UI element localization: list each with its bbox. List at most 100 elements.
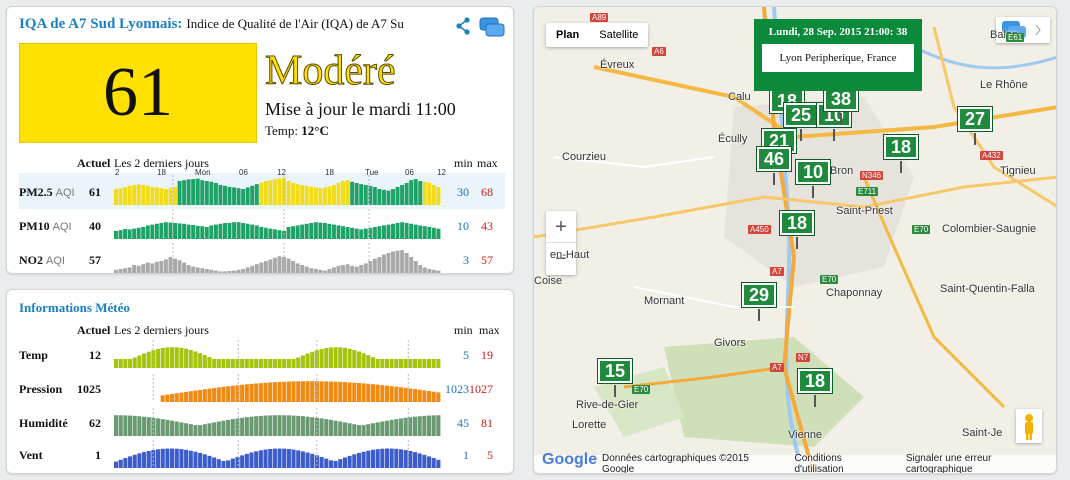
road-shield: N7	[796, 353, 811, 362]
chart-bar	[342, 422, 347, 436]
station-marker[interactable]: 25	[783, 102, 819, 141]
chart-bar	[431, 458, 436, 468]
pollutant-name[interactable]: PM2.5 AQI	[19, 185, 75, 200]
chart-bar	[422, 454, 427, 468]
chart-bar	[179, 422, 184, 436]
station-marker[interactable]: 18	[797, 368, 833, 407]
share-icon[interactable]	[455, 17, 471, 35]
pollutant-history-chart[interactable]	[114, 243, 441, 273]
chart-bar	[403, 358, 408, 368]
chart-bar	[118, 459, 123, 468]
station-marker[interactable]: 29	[741, 282, 777, 321]
chart-bar	[305, 416, 310, 436]
chart-bar	[263, 181, 268, 205]
chart-bar	[226, 460, 231, 468]
chart-bar	[218, 185, 223, 205]
meteo-label: Temp	[19, 348, 48, 362]
meteo-history-chart[interactable]	[114, 440, 441, 468]
chart-bar	[282, 381, 287, 402]
chart-bar	[114, 269, 118, 273]
station-marker[interactable]: 18	[883, 134, 919, 173]
pollutant-history-chart[interactable]	[114, 209, 441, 239]
chart-bar	[381, 225, 386, 239]
chart-bar	[268, 448, 273, 468]
map-panel[interactable]: Plan Satellite + − Évreux Calu Écully Courz…	[533, 6, 1057, 474]
pollutant-min: 3	[463, 253, 469, 267]
chart-bar	[333, 420, 338, 436]
col-max: max	[479, 323, 500, 337]
tab-satellite[interactable]: Satellite	[599, 29, 639, 41]
chart-bar	[193, 425, 198, 436]
chart-bar	[314, 417, 319, 436]
station-marker[interactable]: 27	[957, 106, 993, 145]
chart-bar	[168, 188, 173, 205]
chart-bar	[254, 451, 259, 468]
chart-bar	[300, 355, 305, 368]
layers-icon[interactable]	[479, 17, 505, 37]
zoom-out-button[interactable]: −	[555, 248, 567, 270]
chart-bar	[347, 455, 352, 468]
station-marker[interactable]: 18	[779, 210, 815, 249]
pollutant-max: 68	[481, 185, 493, 199]
chart-bar	[254, 184, 259, 205]
chart-bar	[240, 455, 245, 468]
chart-bar	[277, 448, 282, 468]
col-max: max	[477, 156, 498, 170]
chart-bar	[174, 347, 179, 368]
chart-bar	[254, 358, 259, 368]
meteo-history-chart[interactable]	[114, 408, 441, 436]
tab-plan[interactable]: Plan	[556, 29, 580, 41]
aqi-header: IQA de A7 Sud Lyonnais: Indice de Qualit…	[19, 15, 404, 33]
pollutant-name[interactable]: PM10 AQI	[19, 219, 72, 234]
chart-bar	[370, 423, 375, 436]
chart-bar	[232, 270, 237, 273]
chart-bar	[427, 269, 432, 273]
meteo-history-chart[interactable]	[114, 374, 441, 402]
chart-bar	[207, 455, 212, 468]
station-marker[interactable]: 15	[597, 358, 633, 397]
meteo-history-chart[interactable]	[114, 340, 441, 368]
chart-bar	[241, 269, 246, 273]
station-marker[interactable]: 46	[756, 146, 792, 185]
chart-bar	[345, 180, 350, 205]
chart-bar	[338, 459, 343, 468]
zoom-in-button[interactable]: +	[546, 211, 576, 243]
pollutant-max: 43	[481, 219, 493, 233]
chart-bar	[332, 185, 336, 205]
chart-bar	[151, 417, 156, 436]
road-shield: A89	[590, 13, 609, 22]
chart-bar	[304, 223, 309, 239]
meteo-current: 62	[89, 416, 101, 430]
meteo-max: 5	[487, 448, 493, 462]
pollutant-history-chart[interactable]	[114, 175, 441, 205]
google-logo: Google	[542, 451, 598, 468]
chart-bar	[198, 425, 203, 436]
chart-bar	[258, 415, 263, 436]
chart-bar	[198, 389, 203, 402]
chart-bar	[286, 415, 291, 436]
station-marker[interactable]: 10	[795, 159, 831, 198]
chart-bar	[412, 416, 418, 436]
terms-link[interactable]: Conditions d'utilisation	[794, 453, 844, 474]
road-shield: A432	[980, 151, 1003, 160]
chart-bar	[389, 358, 394, 368]
chart-bar	[363, 263, 368, 273]
chart-bar	[188, 349, 193, 368]
chart-bar	[218, 223, 223, 239]
pollutant-current: 40	[89, 219, 101, 233]
chart-bar	[193, 390, 198, 402]
chart-bar	[377, 226, 382, 239]
pollutant-name[interactable]: NO2 AQI	[19, 253, 65, 268]
chart-bar	[142, 353, 147, 368]
pollutant-unit: AQI	[55, 187, 75, 199]
chart-bar	[145, 225, 150, 239]
station-name[interactable]: IQA de A7 Sud Lyonnais:	[19, 16, 183, 32]
chart-bar	[258, 358, 263, 368]
report-error-link[interactable]: Signaler une erreur cartographique	[905, 453, 992, 474]
road-shield: A6	[652, 47, 666, 56]
chart-bar	[318, 269, 323, 273]
chart-bar	[212, 387, 217, 402]
chart-bar	[249, 358, 254, 368]
street-view-pegman[interactable]	[1016, 409, 1042, 443]
chart-bar	[160, 395, 165, 402]
